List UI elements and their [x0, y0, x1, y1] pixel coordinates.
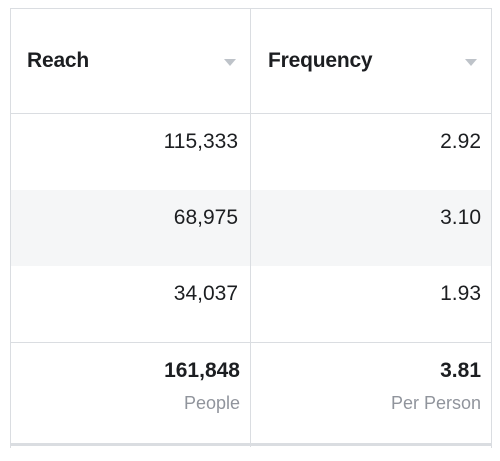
summary-reach-label: People — [183, 393, 240, 413]
table-bottom-border — [10, 443, 492, 446]
summary-frequency-label: Per Person — [390, 393, 481, 413]
column-title-frequency: Frequency — [268, 49, 373, 72]
summary-reach-value: 161,848 — [164, 359, 240, 382]
cell-reach: 34,037 — [11, 266, 251, 342]
cell-frequency: 1.93 — [251, 266, 491, 342]
metrics-table: Reach Frequency 115,333 2.92 68,975 3.10… — [10, 8, 492, 448]
cell-frequency: 3.10 — [251, 190, 491, 266]
column-title-reach: Reach — [27, 49, 90, 72]
caret-down-icon[interactable] — [465, 59, 477, 66]
cell-reach: 115,333 — [11, 114, 251, 190]
reach-value: 68,975 — [173, 206, 238, 229]
column-header-frequency[interactable]: Frequency — [251, 9, 491, 113]
cell-frequency: 2.92 — [251, 114, 491, 190]
column-header-reach[interactable]: Reach — [11, 9, 251, 113]
summary-frequency: 3.81 Per Person — [251, 343, 491, 447]
table-header: Reach Frequency — [11, 9, 491, 114]
caret-down-icon[interactable] — [224, 59, 236, 66]
frequency-value: 3.10 — [440, 206, 481, 229]
frequency-value: 2.92 — [440, 130, 481, 153]
table-row: 115,333 2.92 — [11, 114, 491, 190]
summary-frequency-value: 3.81 — [440, 359, 481, 382]
reach-value: 34,037 — [173, 282, 238, 305]
summary-row: 161,848 People 3.81 Per Person — [11, 343, 491, 447]
cell-reach: 68,975 — [11, 190, 251, 266]
summary-reach: 161,848 People — [11, 343, 251, 447]
reach-value: 115,333 — [163, 130, 238, 153]
table-row: 34,037 1.93 — [11, 266, 491, 343]
frequency-value: 1.93 — [440, 282, 481, 305]
table-row: 68,975 3.10 — [11, 190, 491, 266]
